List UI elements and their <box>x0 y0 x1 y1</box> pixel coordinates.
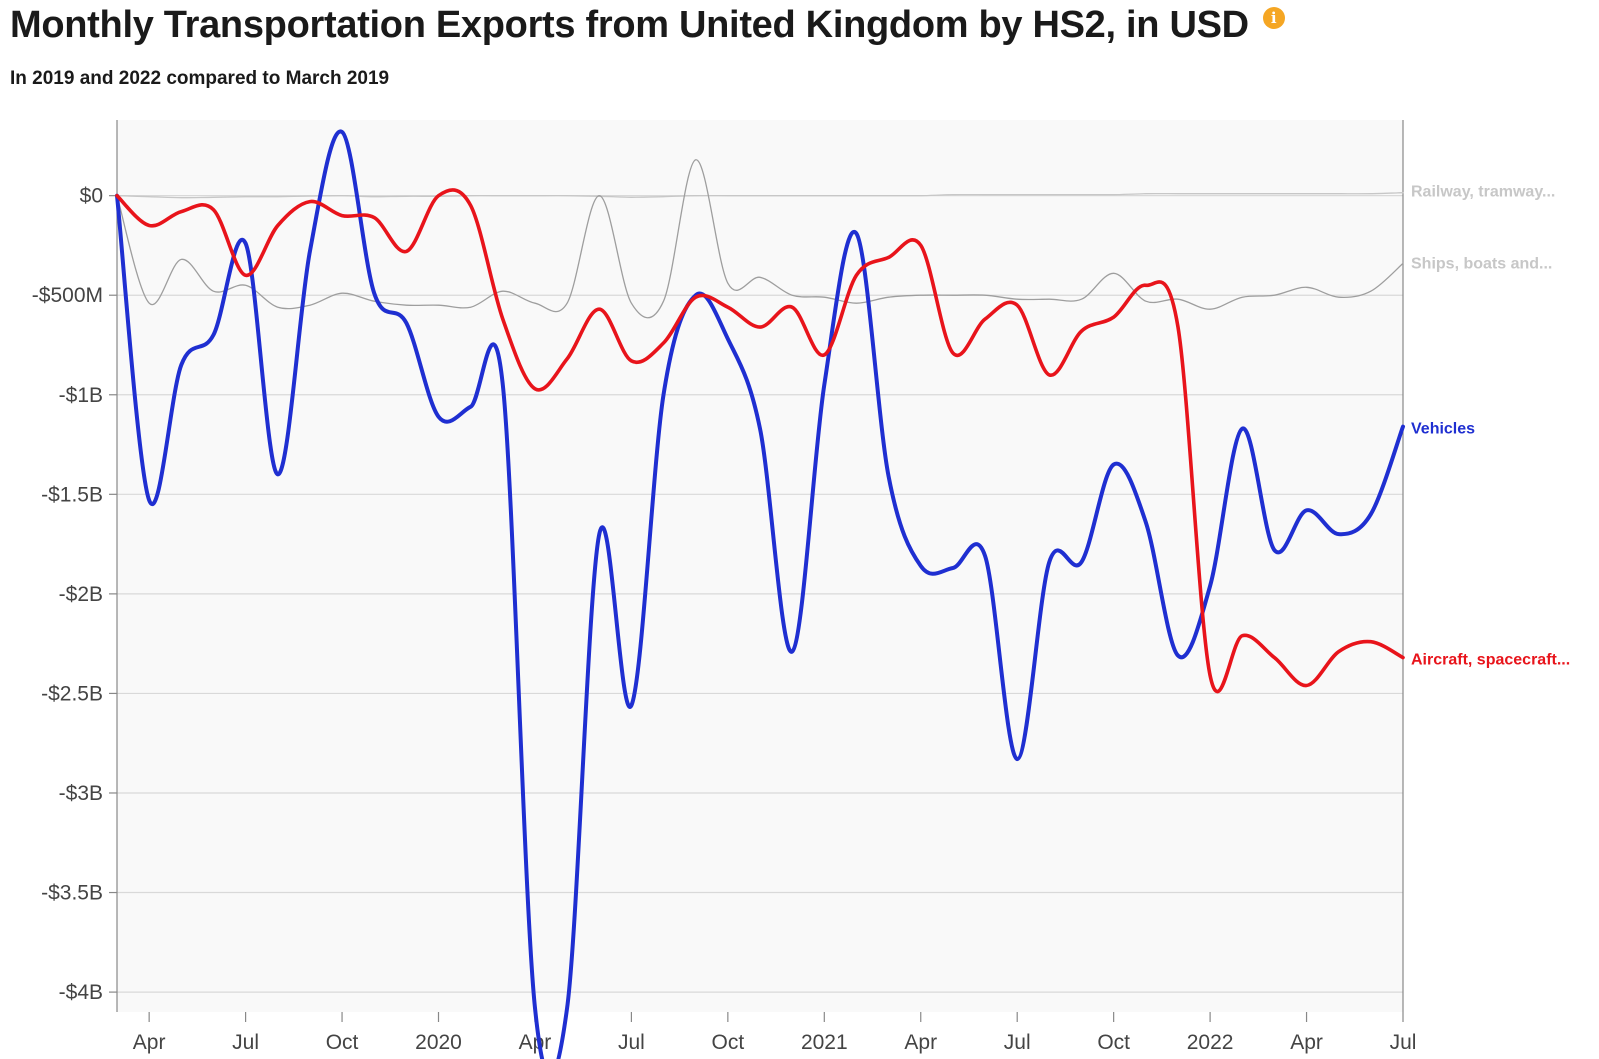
chart-subtitle: In 2019 and 2022 compared to March 2019 <box>10 68 390 89</box>
x-tick-label: Jul <box>232 1031 259 1054</box>
end-label-ships-boats-and: Ships, boats and... <box>1411 255 1552 272</box>
end-labels: Railway, tramway... Ships, boats and... Ve… <box>1411 184 1570 669</box>
y-tick-label: -$1.5B <box>41 483 103 506</box>
axes: $0 -$500M -$1B -$1.5B -$2B -$2.5B -$3B -$3.5B -$… <box>32 120 1417 1054</box>
x-tick-label: Apr <box>904 1031 937 1054</box>
y-tick-label: -$1B <box>59 384 103 407</box>
grid-lines <box>117 120 1403 1012</box>
x-tick-label: Oct <box>326 1031 359 1054</box>
y-tick-label: $0 <box>80 185 103 208</box>
x-tick-label: 2022 <box>1187 1031 1234 1054</box>
x-tick-label: 2020 <box>415 1031 462 1054</box>
end-label-vehicles: Vehicles <box>1411 421 1475 438</box>
y-tick-label: -$2B <box>59 583 103 606</box>
x-tick-label: Jul <box>1390 1031 1417 1054</box>
x-tick-label: Oct <box>712 1031 745 1054</box>
y-tick-label: -$2.5B <box>41 682 103 705</box>
y-tick-label: -$4B <box>59 981 103 1004</box>
x-tick-label: Apr <box>1290 1031 1323 1054</box>
chart-title: Monthly Transportation Exports from Unit… <box>10 4 1249 46</box>
x-tick-label: Apr <box>133 1031 166 1054</box>
series-line-aircraft-spacecraft[interactable] <box>115 188 1405 694</box>
y-tick-label: -$500M <box>32 284 103 307</box>
x-tick-label: 2021 <box>801 1031 848 1054</box>
end-label-railway-tramway: Railway, tramway... <box>1411 184 1555 201</box>
end-label-aircraft-spacecraft: Aircraft, spacecraft... <box>1411 652 1570 669</box>
x-tick-label: Jul <box>618 1031 645 1054</box>
x-tick-label: Jul <box>1004 1031 1031 1054</box>
x-tick-label: Apr <box>519 1031 552 1054</box>
plot-area <box>117 120 1403 1012</box>
chart-header: Monthly Transportation Exports from Unit… <box>10 4 1285 47</box>
y-tick-label: -$3.5B <box>41 882 103 905</box>
series-line-ships-boats-and[interactable] <box>116 159 1404 319</box>
y-tick-label: -$3B <box>59 782 103 805</box>
x-tick-label: Oct <box>1097 1031 1130 1054</box>
info-icon[interactable]: i <box>1262 6 1285 29</box>
series-line-railway-tramway[interactable] <box>116 192 1404 199</box>
series-lines <box>115 129 1405 1059</box>
